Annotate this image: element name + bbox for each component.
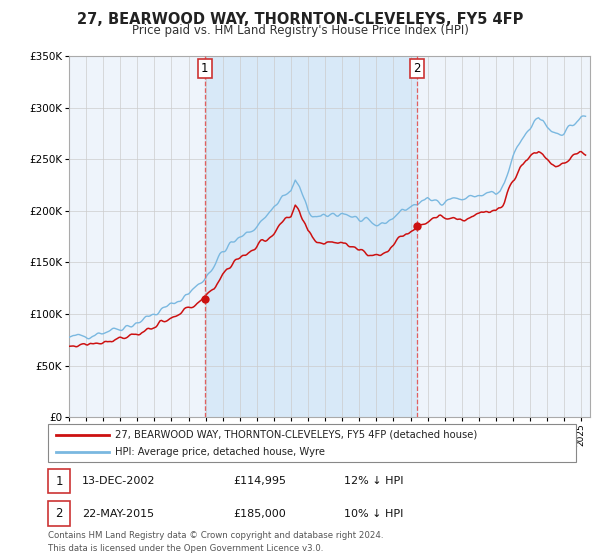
FancyBboxPatch shape: [48, 501, 70, 526]
Text: 10% ↓ HPI: 10% ↓ HPI: [344, 508, 403, 519]
Text: 2: 2: [55, 507, 63, 520]
Bar: [205, 56, 417, 417]
Text: HPI: Average price, detached house, Wyre: HPI: Average price, detached house, Wyre: [115, 447, 325, 458]
Text: £114,995: £114,995: [233, 476, 286, 486]
Text: Contains HM Land Registry data © Crown copyright and database right 2024.: Contains HM Land Registry data © Crown c…: [48, 531, 383, 540]
Text: Price paid vs. HM Land Registry's House Price Index (HPI): Price paid vs. HM Land Registry's House …: [131, 24, 469, 37]
Text: 2: 2: [413, 62, 421, 75]
FancyBboxPatch shape: [48, 424, 576, 462]
Text: This data is licensed under the Open Government Licence v3.0.: This data is licensed under the Open Gov…: [48, 544, 323, 553]
Text: £185,000: £185,000: [233, 508, 286, 519]
Text: 13-DEC-2002: 13-DEC-2002: [82, 476, 156, 486]
Text: 1: 1: [55, 474, 63, 488]
Text: 27, BEARWOOD WAY, THORNTON-CLEVELEYS, FY5 4FP: 27, BEARWOOD WAY, THORNTON-CLEVELEYS, FY…: [77, 12, 523, 27]
Text: 22-MAY-2015: 22-MAY-2015: [82, 508, 154, 519]
Text: 1: 1: [201, 62, 209, 75]
FancyBboxPatch shape: [48, 469, 70, 493]
Text: 27, BEARWOOD WAY, THORNTON-CLEVELEYS, FY5 4FP (detached house): 27, BEARWOOD WAY, THORNTON-CLEVELEYS, FY…: [115, 430, 478, 440]
Text: 12% ↓ HPI: 12% ↓ HPI: [344, 476, 403, 486]
